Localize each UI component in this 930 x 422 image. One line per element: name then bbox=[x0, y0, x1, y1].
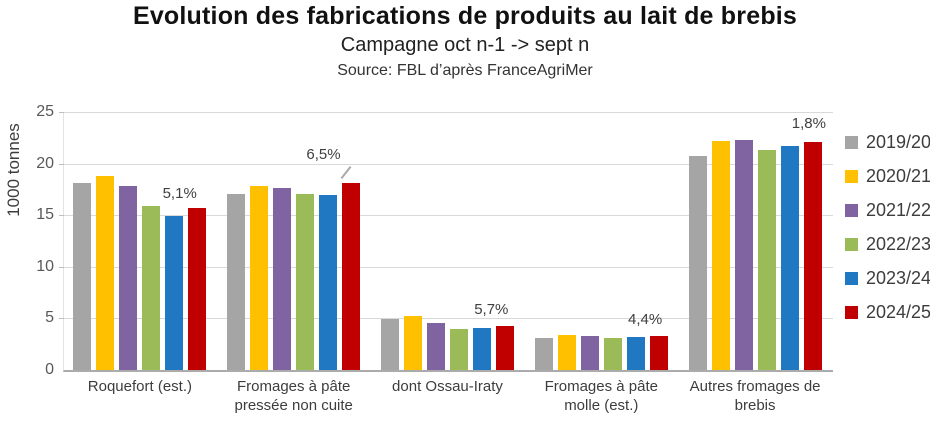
legend-item-2019-20: 2019/20 bbox=[845, 131, 930, 153]
plot-area bbox=[59, 112, 833, 372]
annotation-5: 1,8% bbox=[791, 114, 826, 132]
bar-2021-22 bbox=[119, 186, 138, 370]
legend-item-2022-23: 2022/23 bbox=[845, 233, 930, 255]
y-tick-mark-20 bbox=[59, 163, 64, 165]
legend-label: 2023/24 bbox=[866, 267, 930, 288]
bar-2022-23 bbox=[449, 328, 468, 370]
bar-2020-21 bbox=[250, 186, 269, 370]
y-tick-label-25: 25 bbox=[36, 103, 54, 120]
bar-groups: 5,1% 6,5% 5,7% 4,4% 1,8% bbox=[63, 112, 832, 370]
gridline-10 bbox=[64, 266, 833, 268]
bar-2020-21 bbox=[96, 175, 115, 370]
y-tick-label-5: 5 bbox=[45, 309, 54, 327]
y-tick-mark-15 bbox=[59, 215, 64, 217]
bar-2020-21 bbox=[403, 316, 422, 370]
legend-label: 2019/20 bbox=[866, 131, 930, 152]
category-label-1: Roquefort (est.) bbox=[87, 378, 192, 395]
legend-marker-icon bbox=[845, 305, 858, 319]
category-label-4: Fromages à pâte molle (est.) bbox=[544, 378, 658, 414]
chart-source: Source: FBL d’après FranceAgriMer bbox=[337, 62, 593, 79]
annotation-leader-line bbox=[340, 166, 351, 180]
bar-2023-24 bbox=[472, 327, 491, 370]
bar-2021-22 bbox=[426, 322, 445, 370]
legend-marker-icon bbox=[845, 203, 858, 217]
bar-2021-22 bbox=[580, 335, 599, 370]
bar-2019-20 bbox=[227, 193, 246, 370]
y-tick-label-20: 20 bbox=[36, 154, 54, 172]
gridline-5 bbox=[64, 318, 833, 320]
y-tick-label-10: 10 bbox=[36, 257, 54, 275]
bar-2023-24 bbox=[165, 216, 184, 370]
bar-2021-22 bbox=[273, 188, 292, 370]
annotation-4: 4,4% bbox=[627, 310, 663, 328]
legend-label: 2024/25 bbox=[866, 301, 930, 322]
category-label-2: Fromages à pâte pressée non cuite bbox=[234, 378, 353, 414]
bar-2024-25 bbox=[188, 207, 207, 370]
category-label-5: Autres fromages de brebis bbox=[689, 378, 821, 414]
bar-group-1: 5,1% bbox=[63, 112, 217, 370]
bar-2023-24 bbox=[319, 194, 338, 370]
bar-2022-23 bbox=[296, 193, 315, 370]
bar-2022-23 bbox=[757, 150, 776, 370]
bar-2019-20 bbox=[380, 319, 399, 370]
category-label-3: dont Ossau-Iraty bbox=[392, 378, 503, 395]
y-tick-mark-5 bbox=[59, 318, 64, 320]
bar-2022-23 bbox=[142, 205, 161, 370]
y-tick-mark-25 bbox=[59, 112, 64, 113]
bar-2021-22 bbox=[734, 139, 753, 370]
legend-marker-icon bbox=[845, 135, 858, 149]
bar-group-3: 5,7% bbox=[371, 112, 525, 370]
annotation-3: 5,7% bbox=[474, 300, 509, 318]
chart-title: Evolution des fabrications de produits a… bbox=[132, 2, 798, 30]
bar-group-2: 6,5% bbox=[217, 112, 371, 370]
legend-item-2024-25: 2024/25 bbox=[845, 301, 930, 323]
bar-2024-25 bbox=[649, 335, 668, 370]
legend: 2019/20 2020/21 2021/22 2022/23 2023/24 2024/… bbox=[845, 131, 930, 335]
gridline-15 bbox=[64, 215, 833, 217]
bar-2023-24 bbox=[626, 336, 645, 370]
bar-2024-25 bbox=[342, 183, 361, 370]
legend-marker-icon bbox=[845, 237, 858, 251]
legend-label: 2022/23 bbox=[866, 233, 930, 254]
bar-2022-23 bbox=[603, 338, 622, 370]
legend-label: 2020/21 bbox=[866, 165, 930, 186]
bar-2019-20 bbox=[534, 338, 553, 370]
annotation-2: 6,5% bbox=[306, 146, 341, 164]
gridline-25 bbox=[64, 112, 833, 113]
y-tick-label-0: 0 bbox=[45, 361, 54, 378]
legend-label: 2021/22 bbox=[866, 199, 930, 220]
x-axis-category-labels: Roquefort (est.) Fromages à pâte pressée … bbox=[63, 378, 832, 416]
chart-subtitle: Campagne oct n-1 -> sept n bbox=[340, 34, 590, 56]
legend-marker-icon bbox=[845, 169, 858, 183]
bar-group-4: 4,4% bbox=[524, 112, 678, 370]
y-tick-mark-10 bbox=[59, 266, 64, 268]
legend-item-2021-22: 2021/22 bbox=[845, 199, 930, 221]
legend-item-2020-21: 2020/21 bbox=[845, 165, 930, 187]
bar-2023-24 bbox=[780, 146, 799, 370]
bar-2024-25 bbox=[803, 141, 822, 370]
legend-marker-icon bbox=[845, 271, 858, 285]
bar-2019-20 bbox=[73, 183, 92, 370]
bar-2020-21 bbox=[711, 140, 730, 370]
gridline-20 bbox=[64, 163, 833, 165]
bar-2020-21 bbox=[557, 334, 576, 370]
legend-item-2023-24: 2023/24 bbox=[845, 267, 930, 289]
y-tick-label-15: 15 bbox=[36, 206, 54, 224]
bar-group-5: 1,8% bbox=[678, 112, 832, 370]
annotation-1: 5,1% bbox=[162, 184, 197, 202]
bar-2024-25 bbox=[495, 325, 514, 370]
bar-2019-20 bbox=[688, 156, 707, 370]
